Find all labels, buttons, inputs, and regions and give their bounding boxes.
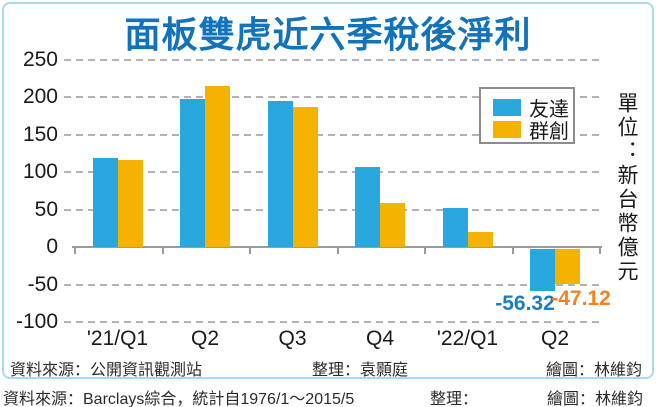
legend-swatch-icon [493, 120, 521, 138]
bar-群創-Q2 [555, 249, 580, 285]
x-axis-label-0: '21/Q1 [86, 327, 149, 350]
value-label-友達: -56.32 [495, 292, 555, 315]
gridline-200 [64, 96, 602, 98]
gridline-100 [64, 171, 602, 173]
gridline-50 [64, 208, 602, 211]
x-axis-tick-0 [74, 247, 76, 254]
chart-title: 面板雙虎近六季稅後淨利 [124, 14, 532, 55]
legend-label: 友達 [529, 98, 569, 121]
bar-友達-Q2 [180, 99, 205, 247]
x-axis-tick-5 [511, 247, 514, 254]
x-axis-label-2: Q3 [278, 327, 307, 350]
x-axis-tick-1 [161, 247, 164, 254]
x-axis-tick-2 [249, 247, 251, 254]
legend-row-群創: 群創 [493, 118, 573, 143]
bar-群創-'22/Q1 [467, 232, 493, 247]
footer-editor: 整理： [430, 391, 479, 407]
gridline--100 [64, 321, 602, 323]
bar-友達-Q2 [530, 249, 555, 292]
bar-友達-Q3 [267, 100, 293, 247]
bar-友達-'22/Q1 [442, 208, 468, 247]
y-axis-label-100: 100 [22, 160, 58, 183]
unit-label: 單位：新台幣億元 [615, 92, 638, 284]
y-axis-label-150: 150 [22, 122, 58, 146]
bar-群創-Q2 [205, 85, 230, 247]
y-axis-label--50: -50 [27, 272, 58, 296]
caption-editor: 整理：袁顥庭 [312, 362, 409, 379]
gridline--50 [64, 283, 602, 286]
y-axis-label-250: 250 [22, 47, 58, 71]
caption-source: 資料來源：公開資訊觀測站 [10, 362, 203, 379]
x-axis-label-3: Q4 [365, 327, 394, 350]
footer-illustrator: 繪圖：林維鈞 [547, 391, 644, 407]
bar-群創-'21/Q1 [117, 160, 143, 247]
y-axis-label-200: 200 [22, 85, 58, 108]
x-axis-label-5: Q2 [540, 327, 569, 350]
bar-群創-Q4 [380, 202, 405, 247]
legend-label: 群創 [529, 120, 569, 143]
bar-友達-'21/Q1 [92, 157, 118, 247]
bar-友達-Q4 [355, 166, 380, 247]
bar-群創-Q3 [292, 106, 318, 247]
y-axis-label--100: -100 [15, 310, 58, 333]
footer-source: 資料來源：Barclays綜合，統計自1976/1～2015/5 [3, 391, 355, 407]
x-axis-tick-4 [424, 247, 426, 254]
gridline-150 [64, 133, 602, 136]
chart-legend: 友達 群創 [479, 87, 575, 144]
x-axis-tick-3 [336, 247, 339, 254]
x-axis-tick-6 [599, 247, 601, 254]
y-axis-label-50: 50 [34, 197, 58, 221]
legend-row-友達: 友達 [493, 96, 573, 121]
x-axis-label-4: '22/Q1 [436, 327, 499, 350]
value-label-群創: -47.12 [551, 287, 611, 310]
gridline-250 [64, 58, 602, 61]
caption-illustrator: 繪圖：林維鈞 [546, 362, 643, 379]
y-axis-label-0: 0 [46, 235, 58, 258]
legend-swatch-icon [493, 98, 521, 116]
x-axis-label-1: Q2 [190, 327, 219, 350]
